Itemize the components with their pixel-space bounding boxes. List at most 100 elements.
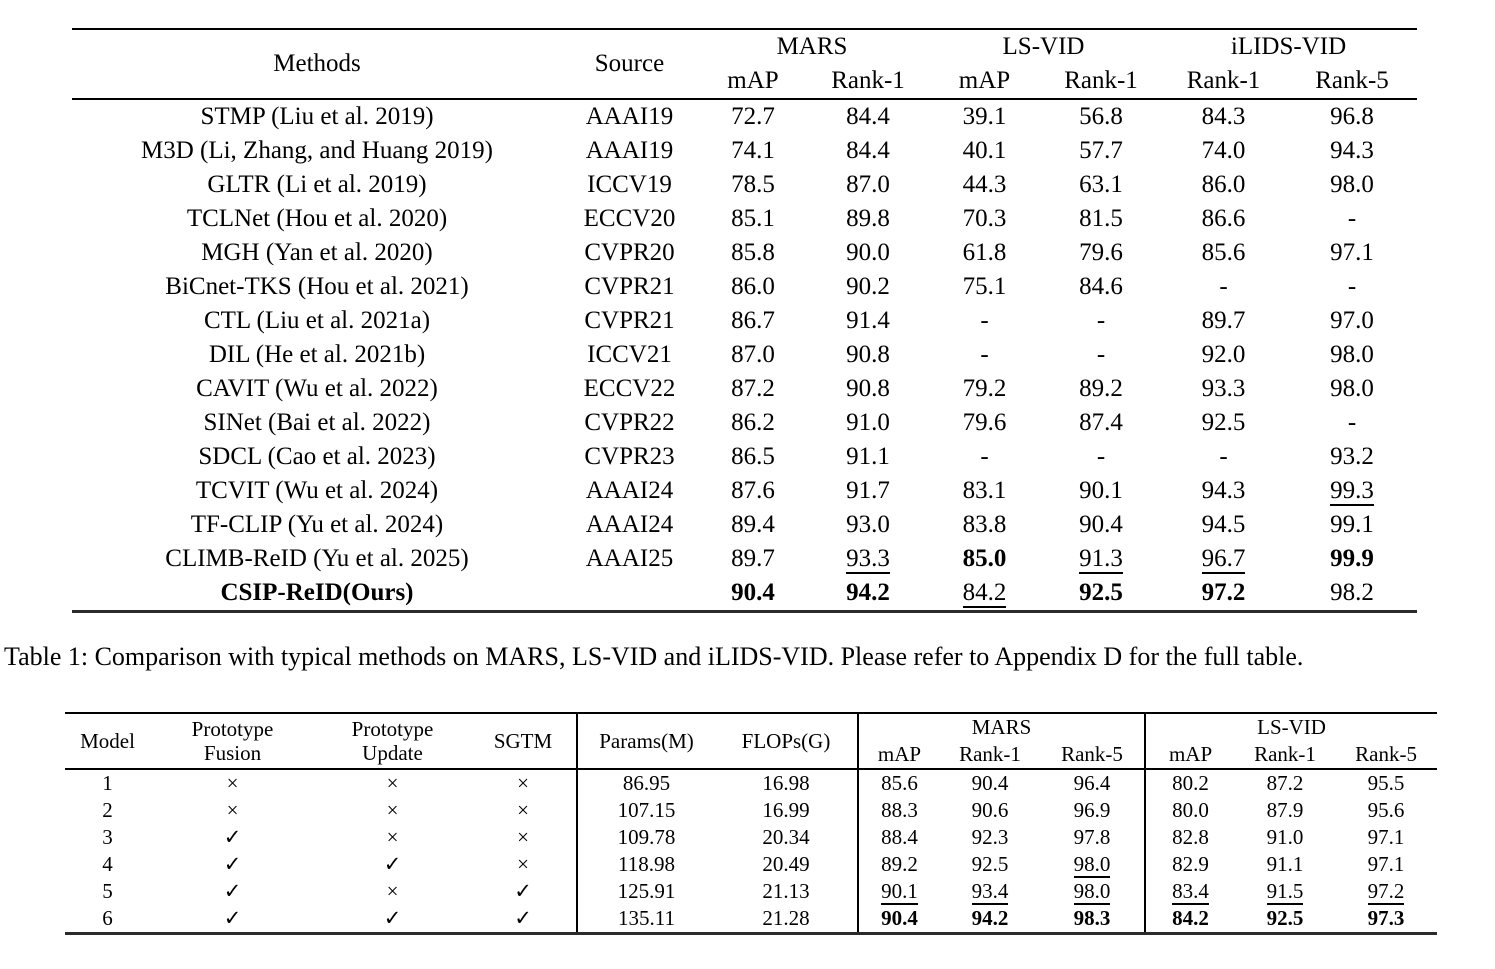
update-mark-cell-value: ×	[386, 879, 399, 903]
metric-cell: 92.0	[1160, 338, 1287, 372]
metric-cell: 84.2	[1144, 905, 1236, 934]
method-row: CAVIT (Wu et al. 2022) ECCV22 87.2 90.8 79.2…	[72, 372, 1417, 406]
params-cell: 86.95	[576, 769, 715, 797]
metric-cell-value: 93.3	[1201, 375, 1246, 402]
metric-cell: 91.4	[809, 304, 927, 338]
metric-cell-value: 97.1	[1367, 825, 1405, 849]
metric-cell: 80.0	[1144, 797, 1236, 824]
method-cell-value: DIL (He et al. 2021b)	[208, 341, 426, 368]
comparison-table-header: Methods Source MARS LS-VID iLIDS-VID mAP…	[72, 29, 1418, 100]
metric-cell-value: 93.2	[1330, 443, 1374, 470]
col-header-flops: FLOPs(G)	[715, 713, 858, 770]
metric-cell-value: 90.8	[846, 341, 890, 368]
metric-cell: 97.1	[1335, 824, 1437, 851]
metric-cell: 86.2	[697, 406, 809, 440]
metric-cell: 85.6	[857, 769, 940, 797]
metric-cell-value: 87.4	[1079, 409, 1123, 436]
metric-cell-value: 93.0	[846, 511, 890, 538]
params-cell-value: 135.11	[618, 906, 675, 930]
metric-cell: 89.4	[697, 508, 809, 542]
metric-cell-value: 98.3	[1073, 906, 1111, 930]
metric-cell-value: 90.4	[731, 579, 775, 606]
ablation-row: 5 ✓ × ✓ 125.91 21.13 90.1 93.4 98.0 83.4 91.5 97.2	[65, 878, 1437, 905]
metric-cell-value: 92.5	[1266, 906, 1304, 930]
ablation-table-header: Model Prototype Fusion Prototype Update …	[65, 713, 1438, 770]
metric-cell: 81.5	[1042, 202, 1160, 236]
metric-cell-value: 84.6	[1079, 273, 1123, 300]
metric-cell-value: 92.5	[1201, 409, 1246, 436]
metric-cell: 56.8	[1042, 99, 1160, 134]
source-cell: CVPR23	[562, 440, 697, 474]
method-cell-value: GLTR (Li et al. 2019)	[207, 171, 427, 198]
metric-cell-value: 86.6	[1201, 205, 1246, 232]
method-cell-value: CAVIT (Wu et al. 2022)	[196, 375, 438, 402]
metric-cell-value: 96.8	[1330, 103, 1374, 130]
metric-cell: 82.9	[1144, 851, 1236, 878]
metric-cell: 97.1	[1287, 236, 1417, 270]
metric-cell-value: 89.4	[731, 511, 775, 538]
method-cell: TF-CLIP (Yu et al. 2024)	[72, 508, 562, 542]
method-row: MGH (Yan et al. 2020) CVPR20 85.8 90.0 61.8 7…	[72, 236, 1417, 270]
flops-cell-value: 16.98	[762, 771, 810, 795]
metric-cell: 99.3	[1287, 474, 1417, 508]
metric-cell-value: 39.1	[962, 103, 1007, 130]
col-header-methods: Methods	[72, 29, 562, 100]
metric-cell-value: 90.6	[971, 798, 1009, 822]
metric-cell: -	[1042, 338, 1160, 372]
metric-cell-value: 92.3	[971, 825, 1009, 849]
flops-cell-value: 20.34	[762, 825, 810, 849]
fusion-mark-cell-value: ✓	[223, 852, 242, 876]
source-cell-value: AAAI19	[585, 137, 674, 164]
source-cell: AAAI24	[562, 474, 697, 508]
method-cell: SINet (Bai et al. 2022)	[72, 406, 562, 440]
metric-cell-value: 84.2	[962, 579, 1007, 608]
metric-cell: 74.1	[697, 134, 809, 168]
ablation-table: Model Prototype Fusion Prototype Update …	[65, 712, 1438, 935]
metric-cell-value: 92.5	[1079, 579, 1123, 606]
metric-cell-value: 97.1	[1330, 239, 1374, 266]
method-cell-value: SINet (Bai et al. 2022)	[203, 409, 431, 436]
ablation-row: 2 × × × 107.15 16.99 88.3 90.6 96.9 80.0 87.9 95.6	[65, 797, 1437, 824]
metric-cell-value: 97.3	[1367, 906, 1405, 930]
source-cell-value: ICCV21	[587, 341, 672, 368]
model-cell-value: 2	[102, 798, 113, 822]
metric-cell: 91.5	[1235, 878, 1335, 905]
sgtm-mark-cell: ✓	[470, 905, 577, 934]
metric-cell: 89.8	[809, 202, 927, 236]
comparison-table-body: STMP (Liu et al. 2019) AAAI19 72.7 84.4 39.1…	[72, 99, 1417, 612]
metric-cell-value: 89.7	[731, 545, 775, 572]
metric-cell-value: 89.2	[881, 852, 918, 876]
method-cell: M3D (Li, Zhang, and Huang 2019)	[72, 134, 562, 168]
method-cell-value: TCLNet (Hou et al. 2020)	[186, 205, 448, 232]
source-cell-value: AAAI24	[585, 477, 674, 504]
metric-cell-value: 99.9	[1330, 545, 1374, 572]
flops-cell-value: 21.28	[762, 906, 810, 930]
metric-cell-value: 97.1	[1367, 852, 1405, 876]
metric-cell: 97.2	[1335, 878, 1437, 905]
metric-cell-value: 44.3	[962, 171, 1007, 198]
source-cell-value: CVPR22	[584, 409, 675, 436]
method-row: TCLNet (Hou et al. 2020) ECCV20 85.1 89.8 70…	[72, 202, 1417, 236]
update-mark-cell-value: ✓	[383, 906, 402, 930]
sgtm-mark-cell: ✓	[470, 878, 577, 905]
metric-cell: -	[1287, 202, 1417, 236]
metric-cell-value: -	[1347, 409, 1357, 436]
group-header-mars-ablation: MARS	[856, 713, 1146, 741]
method-cell: DIL (He et al. 2021b)	[72, 338, 562, 372]
metric-cell-value: 87.9	[1266, 798, 1304, 822]
metric-cell-value: 85.1	[731, 205, 775, 232]
metric-cell: 74.0	[1160, 134, 1287, 168]
metric-cell-value: 80.0	[1172, 798, 1209, 822]
metric-cell: 85.1	[697, 202, 809, 236]
source-cell-value: ICCV19	[587, 171, 672, 198]
metric-cell: 87.0	[697, 338, 809, 372]
sgtm-mark-cell-value: ×	[517, 825, 529, 849]
metric-cell-value: 90.4	[1079, 511, 1123, 538]
col-header-ilids-rank5: Rank-5	[1287, 64, 1418, 100]
metric-cell: 80.2	[1144, 769, 1236, 797]
metric-cell: 79.6	[1042, 236, 1160, 270]
ablation-row: 1 × × × 86.95 16.98 85.6 90.4 96.4 80.2 87.2 95.5	[65, 769, 1437, 797]
flops-cell-value: 20.49	[762, 852, 810, 876]
ablation-table-body: 1 × × × 86.95 16.98 85.6 90.4 96.4 80.2 87.2 95.5 2 ×…	[65, 769, 1437, 934]
method-cell-value: TF-CLIP (Yu et al. 2024)	[190, 511, 444, 538]
